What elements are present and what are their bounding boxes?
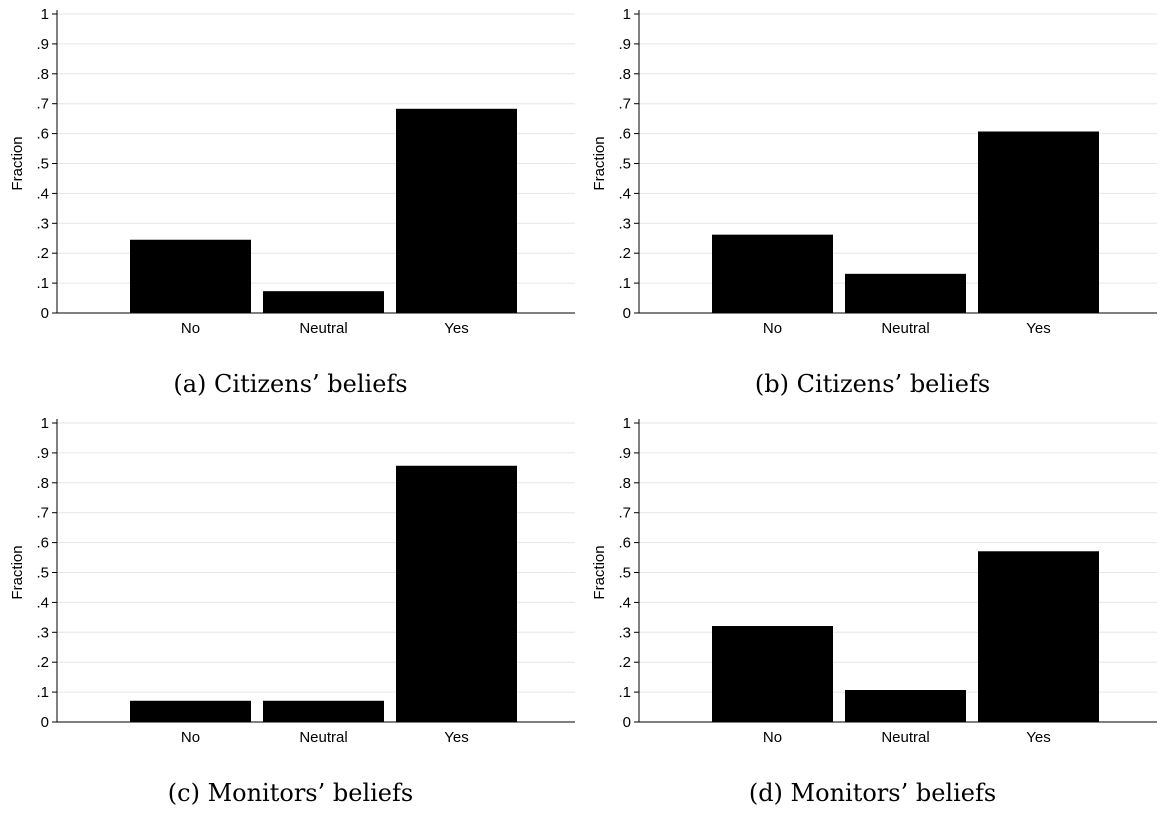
figure-caption: (d) Monitors’ beliefs [748, 779, 997, 807]
y-tick-label: .1 [36, 684, 49, 701]
x-category-label: No [181, 320, 200, 337]
bar-chart: 0 .1 .2 .3 .4 .5 .6 .7 .8 .9 1 No Neutral Yes Fraction [9, 415, 575, 746]
x-category-label: No [763, 729, 782, 746]
y-tick-label: .5 [618, 156, 631, 173]
y-tick-label: 0 [41, 305, 49, 322]
y-axis-label: Fraction [9, 136, 26, 190]
y-tick-label: .7 [36, 96, 49, 113]
y-tick-label: .8 [36, 475, 49, 492]
y-tick-label: .3 [36, 624, 49, 641]
x-category-label: No [181, 729, 200, 746]
y-tick-label: .6 [36, 126, 49, 143]
y-tick-label: .2 [36, 245, 49, 262]
y-tick-label: .1 [618, 684, 631, 701]
y-tick-label: .9 [618, 445, 631, 462]
bar-yes [396, 465, 517, 722]
chart-panel-b: 0 .1 .2 .3 .4 .5 .6 .7 .8 .9 1 No Neutral Yes Fraction… [582, 0, 1163, 409]
y-tick-label: .2 [36, 654, 49, 671]
figure-caption: (b) Citizens’ beliefs [754, 370, 991, 398]
chart-panel-d: 0 .1 .2 .3 .4 .5 .6 .7 .8 .9 1 No Neutral Yes Fraction… [582, 409, 1163, 818]
x-category-label: Neutral [881, 729, 929, 746]
bar-neutral [263, 700, 384, 722]
bar-chart: 0 .1 .2 .3 .4 .5 .6 .7 .8 .9 1 No Neutral Yes Fraction [591, 415, 1157, 746]
bar-no [130, 700, 251, 722]
y-tick-label: .4 [36, 594, 49, 611]
x-category-label: No [763, 320, 782, 337]
bar-neutral [845, 273, 966, 313]
x-category-label: Yes [1026, 320, 1050, 337]
y-tick-label: .9 [36, 36, 49, 53]
y-tick-label: .9 [618, 36, 631, 53]
bar-neutral [263, 291, 384, 313]
y-tick-label: .5 [618, 565, 631, 582]
x-category-label: Yes [444, 320, 468, 337]
bar-no [130, 239, 251, 313]
bar-no [712, 626, 833, 722]
y-tick-label: .1 [618, 275, 631, 292]
bar-chart: 0 .1 .2 .3 .4 .5 .6 .7 .8 .9 1 No Neutral Yes Fraction [591, 6, 1157, 337]
y-tick-label: 1 [41, 6, 49, 23]
y-tick-label: 1 [623, 415, 631, 432]
bar-neutral [845, 690, 966, 722]
bar-yes [978, 551, 1099, 722]
y-tick-label: .8 [618, 66, 631, 83]
y-tick-label: .7 [36, 505, 49, 522]
x-category-label: Yes [444, 729, 468, 746]
y-tick-label: .7 [618, 505, 631, 522]
y-axis-label: Fraction [591, 136, 608, 190]
x-category-label: Neutral [299, 729, 347, 746]
x-category-label: Yes [1026, 729, 1050, 746]
chart-panel-c: 0 .1 .2 .3 .4 .5 .6 .7 .8 .9 1 No Neutral Yes Fraction… [0, 409, 581, 818]
y-tick-label: .1 [36, 275, 49, 292]
y-tick-label: .9 [36, 445, 49, 462]
chart-panel-a: 0 .1 .2 .3 .4 .5 .6 .7 .8 .9 1 No Neutral Yes Fraction… [0, 0, 581, 409]
y-tick-label: .3 [36, 215, 49, 232]
y-tick-label: .6 [36, 535, 49, 552]
y-tick-label: .4 [618, 185, 631, 202]
y-tick-label: .5 [36, 156, 49, 173]
bar-chart: 0 .1 .2 .3 .4 .5 .6 .7 .8 .9 1 No Neutral Yes Fraction [9, 6, 575, 337]
y-tick-label: 0 [41, 714, 49, 731]
figure-caption: (c) Monitors’ beliefs [167, 779, 414, 807]
y-axis-label: Fraction [591, 545, 608, 599]
y-tick-label: .2 [618, 654, 631, 671]
y-tick-label: .6 [618, 535, 631, 552]
x-category-label: Neutral [299, 320, 347, 337]
y-tick-label: .8 [618, 475, 631, 492]
figure-caption: (a) Citizens’ beliefs [173, 370, 408, 398]
y-tick-label: 0 [623, 305, 631, 322]
y-tick-label: .3 [618, 624, 631, 641]
bar-yes [396, 108, 517, 314]
y-tick-label: .6 [618, 126, 631, 143]
bar-yes [978, 131, 1099, 313]
y-tick-label: 0 [623, 714, 631, 731]
y-tick-label: .5 [36, 565, 49, 582]
x-category-label: Neutral [881, 320, 929, 337]
y-tick-label: .3 [618, 215, 631, 232]
y-tick-label: .7 [618, 96, 631, 113]
y-axis-label: Fraction [9, 545, 26, 599]
y-tick-label: 1 [623, 6, 631, 23]
y-tick-label: .4 [618, 594, 631, 611]
y-tick-label: .2 [618, 245, 631, 262]
y-tick-label: .8 [36, 66, 49, 83]
y-tick-label: 1 [41, 415, 49, 432]
bar-no [712, 234, 833, 313]
y-tick-label: .4 [36, 185, 49, 202]
